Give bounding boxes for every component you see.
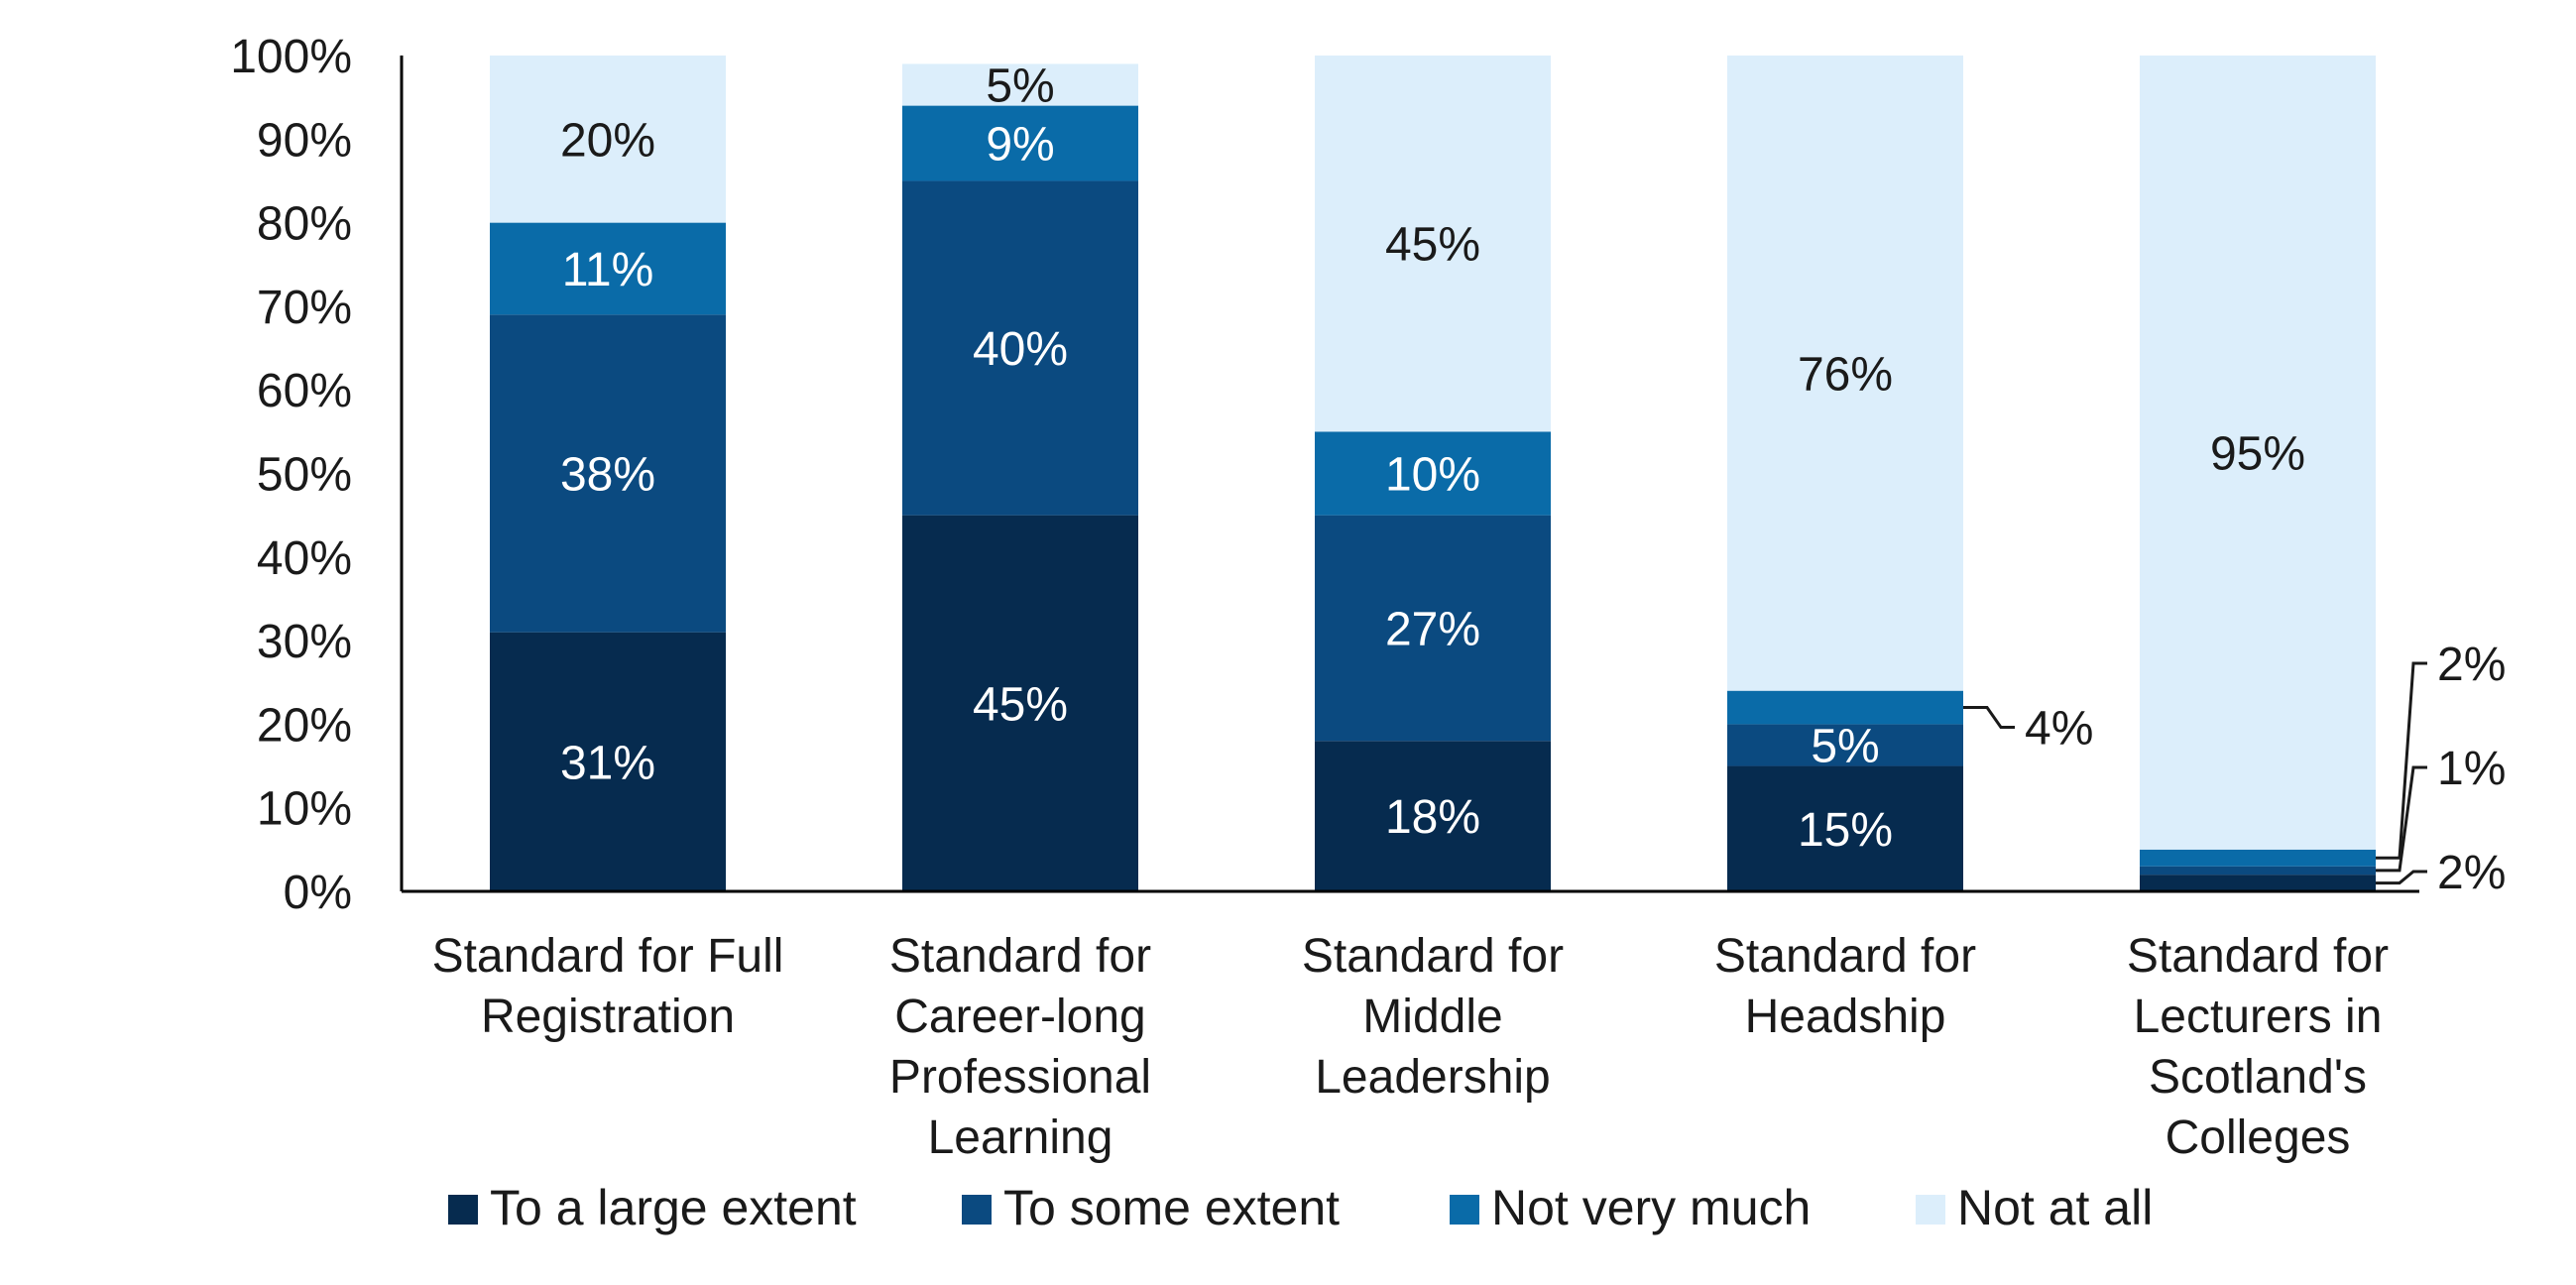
- legend-label: To some extent: [1003, 1180, 1340, 1235]
- bar-segment: [1727, 56, 1963, 691]
- x-category-label: Standard for Full Registration: [432, 930, 784, 1043]
- data-label: 40%: [973, 323, 1068, 376]
- data-label: 95%: [2210, 427, 2305, 480]
- bar-segment: [2140, 875, 2376, 891]
- x-axis: Standard for Full Registration Standard fo…: [402, 889, 2419, 1164]
- y-tick-label: 20%: [257, 699, 352, 752]
- legend-item: To a large extent: [448, 1180, 857, 1235]
- y-tick-label: 40%: [257, 532, 352, 585]
- leader-line: [2376, 870, 2427, 885]
- y-tick-label: 90%: [257, 114, 352, 167]
- data-label: 4%: [2025, 703, 2093, 756]
- data-label: 9%: [986, 119, 1054, 172]
- leader-line: [2376, 661, 2427, 860]
- leader-line: [1963, 706, 2015, 730]
- bar-segment: [1727, 724, 1963, 766]
- bar-segment: [490, 56, 726, 223]
- y-tick-label: 50%: [257, 449, 352, 502]
- legend-label: Not very much: [1491, 1180, 1811, 1235]
- bar-segment: [2140, 56, 2376, 850]
- legend-label: To a large extent: [490, 1180, 857, 1235]
- bar-segment: [1315, 741, 1551, 891]
- data-labels: 31% 38% 11% 20% 45% 40% 9% 5% 18% 27% 10% 45% 15% 5% 7…: [560, 60, 2506, 899]
- data-label: 1%: [2437, 743, 2506, 795]
- x-category-label: Standard for Career-long Professional Learn…: [889, 930, 1151, 1164]
- leader-line: [2376, 765, 2427, 873]
- legend-item: Not very much: [1450, 1180, 1811, 1235]
- legend-swatch: [962, 1195, 992, 1225]
- data-label: 31%: [560, 737, 655, 789]
- bar-segment: [1315, 515, 1551, 742]
- data-label: 2%: [2437, 847, 2506, 899]
- bar-segment: [490, 222, 726, 315]
- y-tick-label: 0%: [284, 867, 352, 919]
- legend-swatch: [1450, 1195, 1479, 1225]
- legend-swatch: [448, 1195, 478, 1225]
- data-label: 27%: [1385, 603, 1480, 655]
- data-label: 18%: [1385, 791, 1480, 844]
- data-label: 76%: [1798, 348, 1893, 401]
- x-category-label: Standard for Headship: [1714, 930, 1976, 1043]
- bars: [490, 56, 2376, 891]
- data-label: 11%: [562, 244, 654, 296]
- data-label: 5%: [1811, 720, 1879, 772]
- bar-segment: [1315, 56, 1551, 432]
- bar-segment: [1727, 690, 1963, 725]
- legend-item: Not at all: [1916, 1180, 2153, 1235]
- data-label: 45%: [1385, 219, 1480, 272]
- x-category-label: Standard for Middle Leadership: [1302, 930, 1564, 1104]
- bar-segment: [2140, 849, 2376, 867]
- data-label: 20%: [560, 114, 655, 167]
- leader-lines: [1963, 661, 2427, 885]
- bar-segment: [490, 632, 726, 891]
- y-tick-label: 70%: [257, 282, 352, 334]
- data-label: 45%: [973, 678, 1068, 731]
- bar-segment: [902, 515, 1138, 891]
- legend: To a large extent To some extent Not very …: [448, 1180, 2153, 1235]
- bar-segment: [902, 63, 1138, 106]
- data-label: 15%: [1798, 804, 1893, 857]
- bar-segment: [1727, 765, 1963, 891]
- bar-segment: [490, 314, 726, 633]
- bar-segment: [1315, 431, 1551, 516]
- data-label: 38%: [560, 449, 655, 502]
- bar-segment: [902, 105, 1138, 181]
- legend-item: To some extent: [962, 1180, 1340, 1235]
- bar-segment: [2140, 866, 2376, 876]
- legend-swatch: [1916, 1195, 1945, 1225]
- x-category-label: Standard for Lecturers in Scotland's Colleg…: [2127, 930, 2389, 1164]
- data-label: 10%: [1385, 449, 1480, 502]
- y-tick-label: 60%: [257, 365, 352, 417]
- y-axis: 0% 10% 20% 30% 40% 50% 60% 70% 80% 90% 100%: [230, 31, 404, 919]
- legend-label: Not at all: [1957, 1180, 2153, 1235]
- y-tick-label: 100%: [230, 31, 352, 83]
- data-label: 2%: [2437, 639, 2506, 691]
- y-tick-label: 80%: [257, 198, 352, 251]
- bar-segment: [902, 180, 1138, 516]
- data-label: 5%: [986, 60, 1054, 113]
- y-tick-label: 10%: [257, 783, 352, 836]
- y-tick-label: 30%: [257, 616, 352, 668]
